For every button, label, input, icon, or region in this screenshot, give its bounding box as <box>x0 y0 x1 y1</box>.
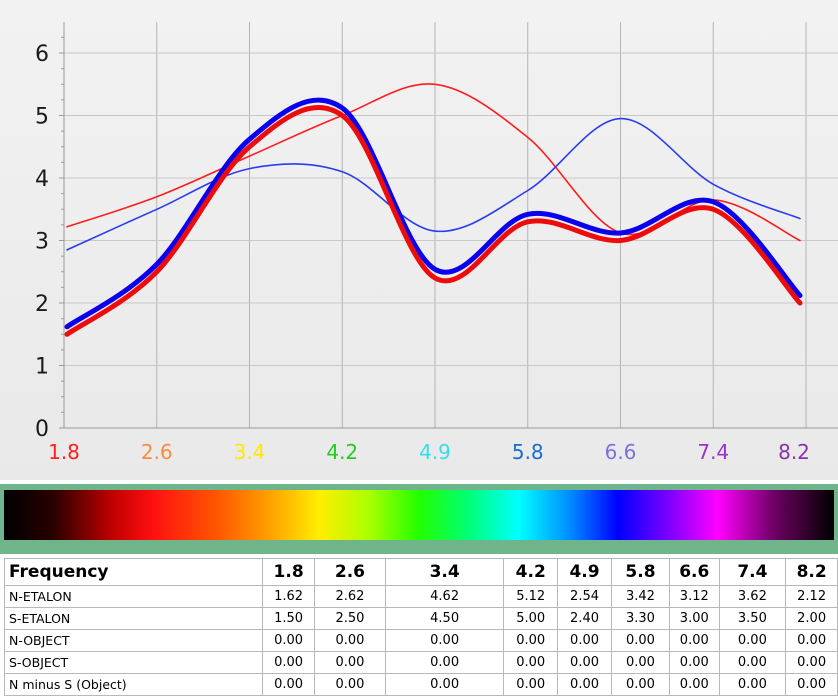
y-axis <box>59 22 838 429</box>
table-cell: 0.00 <box>785 673 838 696</box>
frequency-column-header: 4.2 <box>503 558 559 586</box>
series-line-4 <box>64 105 803 337</box>
table-cell: 0.00 <box>313 673 386 696</box>
table-cell: 5.00 <box>503 607 559 630</box>
line-chart: 0 1 2 3 4 5 6 1.8 2.6 3.4 4.2 4.9 5.8 6.6 7.4 8.2 <box>35 22 838 464</box>
table-header-row: Frequency 1.8 2.6 3.4 4.2 4.9 5.8 6.6 7.4 8.2 <box>3 558 838 586</box>
table-cell: 0.00 <box>669 673 720 696</box>
x-tick-label: 8.2 <box>778 440 810 464</box>
x-tick-label: 4.2 <box>326 440 358 464</box>
table-cell: 0.00 <box>557 629 612 652</box>
x-tick-label: 2.6 <box>141 440 173 464</box>
y-tick-label: 0 <box>35 417 49 442</box>
x-tick-label: 7.4 <box>697 440 729 464</box>
x-tick-label: 6.6 <box>605 440 637 464</box>
table-cell: 0.00 <box>718 629 787 652</box>
table-cell: 0.00 <box>718 673 787 696</box>
table-cell: 0.00 <box>313 651 386 674</box>
x-tick-label: 1.8 <box>48 440 80 464</box>
y-tick-label: 3 <box>35 230 49 255</box>
frequency-column-header: 6.6 <box>669 558 720 586</box>
table-cell: 0.00 <box>610 629 671 652</box>
table-cell: 5.12 <box>503 585 559 608</box>
series-lines <box>64 83 803 337</box>
x-tick-label: 5.8 <box>512 440 544 464</box>
table-cell: 2.50 <box>313 607 386 630</box>
table-cell: 3.00 <box>669 607 720 630</box>
y-tick-label: 4 <box>35 167 49 192</box>
row-label: S-ETALON <box>3 607 264 630</box>
table-cell: 2.54 <box>557 585 612 608</box>
table-cell: 2.00 <box>785 607 838 630</box>
frequency-table: Frequency 1.8 2.6 3.4 4.2 4.9 5.8 6.6 7.4 8.2 N-… <box>3 558 838 696</box>
y-tick-label: 1 <box>35 355 49 380</box>
x-tick-labels: 1.8 2.6 3.4 4.2 4.9 5.8 6.6 7.4 8.2 <box>48 440 810 464</box>
row-label: S-OBJECT <box>3 651 264 674</box>
table-cell: 0.00 <box>262 651 315 674</box>
table-cell: 0.00 <box>669 651 720 674</box>
table-cell: 4.62 <box>384 585 505 608</box>
table-cell: 0.00 <box>610 673 671 696</box>
series-line-3 <box>64 97 803 330</box>
table-cell: 0.00 <box>557 673 612 696</box>
table-cell: 0.00 <box>718 651 787 674</box>
table-cell: 1.50 <box>262 607 315 630</box>
frequency-column-header: 1.8 <box>262 558 315 586</box>
table-cell: 3.12 <box>669 585 720 608</box>
table-cell: 3.50 <box>718 607 787 630</box>
table-cell: 0.00 <box>384 651 505 674</box>
y-tick-label: 5 <box>35 105 49 130</box>
table-cell: 0.00 <box>262 629 315 652</box>
x-tick-label: 3.4 <box>234 440 266 464</box>
frequency-header: Frequency <box>3 558 264 586</box>
frequency-column-header: 2.6 <box>313 558 386 586</box>
row-label: N-ETALON <box>3 585 264 608</box>
table-row: S-ETALON 1.50 2.50 4.50 5.00 2.40 3.30 3.00 3.50… <box>3 607 838 630</box>
series-line-1 <box>66 83 801 242</box>
spectrum-panel <box>0 484 838 554</box>
y-tick-label: 6 <box>35 42 49 67</box>
frequency-column-header: 7.4 <box>718 558 787 586</box>
table-cell: 4.50 <box>384 607 505 630</box>
table-row: N-ETALON 1.62 2.62 4.62 5.12 2.54 3.42 3.12 3.62… <box>3 585 838 608</box>
table-cell: 0.00 <box>557 651 612 674</box>
table-cell: 0.00 <box>313 629 386 652</box>
table-cell: 0.00 <box>503 673 559 696</box>
frequency-column-header: 4.9 <box>557 558 612 586</box>
row-label: N minus S (Object) <box>3 673 264 696</box>
table-cell: 2.62 <box>313 585 386 608</box>
color-spectrum-bar <box>4 490 834 540</box>
table-cell: 0.00 <box>669 629 720 652</box>
x-tick-label: 4.9 <box>419 440 451 464</box>
table-row: S-OBJECT 0.00 0.00 0.00 0.00 0.00 0.00 0.00 0.00… <box>3 651 838 674</box>
table-row: N-OBJECT 0.00 0.00 0.00 0.00 0.00 0.00 0.00 0.00… <box>3 629 838 652</box>
y-tick-labels: 0 1 2 3 4 5 6 <box>35 42 49 442</box>
table-cell: 0.00 <box>262 673 315 696</box>
table-cell: 0.00 <box>785 651 838 674</box>
table-cell: 0.00 <box>503 651 559 674</box>
table-cell: 2.40 <box>557 607 612 630</box>
chart-area: 0 1 2 3 4 5 6 1.8 2.6 3.4 4.2 4.9 5.8 6.6 7.4 8.2 <box>0 0 838 480</box>
series-line-2 <box>66 117 801 251</box>
frequency-column-header: 8.2 <box>785 558 838 586</box>
frequency-column-header: 5.8 <box>610 558 671 586</box>
grid-lines <box>64 22 838 428</box>
table-cell: 0.00 <box>384 629 505 652</box>
table-cell: 2.12 <box>785 585 838 608</box>
table-cell: 1.62 <box>262 585 315 608</box>
table-cell: 0.00 <box>384 673 505 696</box>
table-cell: 3.30 <box>610 607 671 630</box>
row-label: N-OBJECT <box>3 629 264 652</box>
table-cell: 3.42 <box>610 585 671 608</box>
y-tick-label: 2 <box>35 292 49 317</box>
table-cell: 0.00 <box>503 629 559 652</box>
table-body: N-ETALON 1.62 2.62 4.62 5.12 2.54 3.42 3.12 3.62… <box>3 585 838 696</box>
table-cell: 0.00 <box>610 651 671 674</box>
frequency-column-header: 3.4 <box>384 558 505 586</box>
table-cell: 0.00 <box>785 629 838 652</box>
table-row: N minus S (Object) 0.00 0.00 0.00 0.00 0.00 0.… <box>3 673 838 696</box>
table-cell: 3.62 <box>718 585 787 608</box>
